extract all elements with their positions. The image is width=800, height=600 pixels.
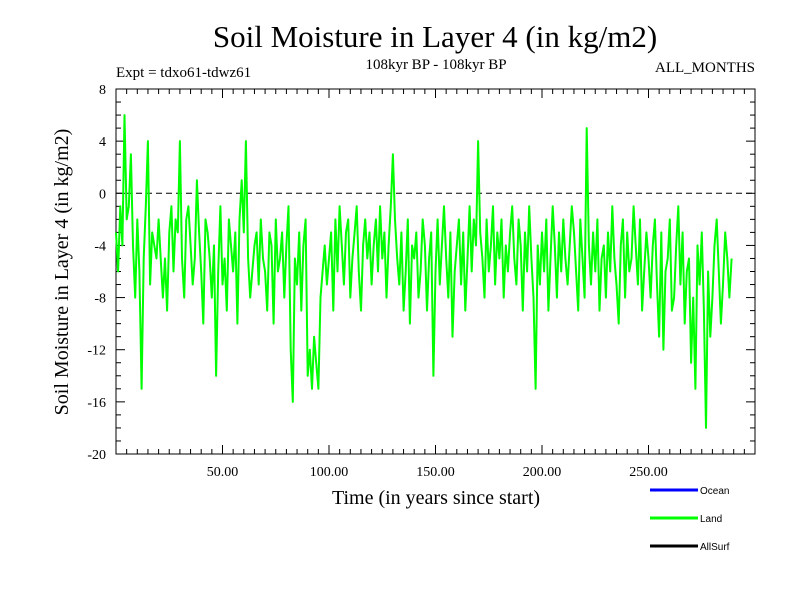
y-tick-label: -4 xyxy=(94,239,106,254)
chart-subtitle-left: Expt = tdxo61-tdwz61 xyxy=(116,65,251,81)
y-tick-label: 8 xyxy=(99,83,106,98)
axis-ticks xyxy=(116,88,755,455)
series-line-land xyxy=(115,114,733,429)
chart-title: Soil Moisture in Layer 4 (in kg/m2) xyxy=(213,19,657,54)
y-tick-label: -16 xyxy=(87,396,106,411)
legend-label-land: Land xyxy=(700,514,722,525)
x-axis-label: Time (in years since start) xyxy=(332,487,540,509)
x-tick-label: 150.00 xyxy=(416,465,455,480)
series-layer xyxy=(115,114,733,429)
tick-labels: 8 4 0 -4 -8 -12 -16 -20 50.00 100.00 150.00 200.00 2… xyxy=(87,83,667,480)
chart-subtitle-right: ALL_MONTHS xyxy=(655,60,755,76)
y-tick-label: 0 xyxy=(99,187,106,202)
y-tick-label: -12 xyxy=(87,344,106,359)
y-tick-label: 4 xyxy=(99,135,106,150)
x-tick-label: 200.00 xyxy=(523,465,562,480)
legend-label-allsurf: AllSurf xyxy=(700,542,730,553)
y-tick-label: -8 xyxy=(94,292,106,307)
chart-subtitle-center: 108kyr BP - 108kyr BP xyxy=(365,57,506,73)
y-tick-label: -20 xyxy=(87,448,106,463)
legend: Ocean Land AllSurf xyxy=(650,486,730,553)
x-tick-label: 50.00 xyxy=(207,465,239,480)
legend-label-ocean: Ocean xyxy=(700,486,729,497)
x-tick-label: 250.00 xyxy=(629,465,668,480)
y-axis-label: Soil Moisture in Layer 4 (in kg/m2) xyxy=(51,129,73,416)
x-tick-label: 100.00 xyxy=(310,465,349,480)
